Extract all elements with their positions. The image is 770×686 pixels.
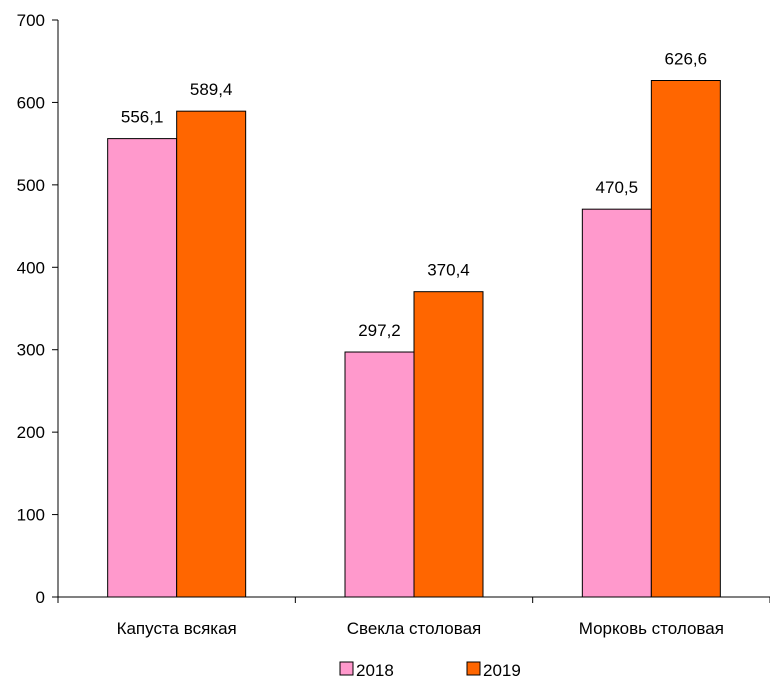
bar-2018-1 <box>344 351 415 598</box>
data-label: 370,4 <box>427 261 470 280</box>
data-label: 626,6 <box>665 50 708 69</box>
bars <box>107 80 721 598</box>
data-labels: 556,1 297,2 470,5 589,4 370,4 626,6 <box>121 50 707 341</box>
y-tick-label: 700 <box>17 11 45 30</box>
x-category-label: Капуста всякая <box>117 619 237 638</box>
y-tick-label: 300 <box>17 341 45 360</box>
y-tick-label: 500 <box>17 176 45 195</box>
legend: 2018 2019 <box>339 661 521 680</box>
bar-2019-2 <box>650 80 721 598</box>
y-tick-label: 200 <box>17 423 45 442</box>
legend-label: 2018 <box>356 661 394 680</box>
data-label: 470,5 <box>596 178 639 197</box>
data-label: 297,2 <box>358 321 401 340</box>
legend-swatch-2018 <box>339 661 354 676</box>
x-category-label: Морковь столовая <box>579 619 724 638</box>
y-tick-label: 600 <box>17 93 45 112</box>
axes: 0 100 200 300 400 500 600 700 Капуста всякая Свек… <box>17 11 770 638</box>
bar-2019-0 <box>176 110 247 598</box>
bar-2019-1 <box>413 291 484 598</box>
y-tick-label: 0 <box>36 588 45 607</box>
data-label: 589,4 <box>190 80 233 99</box>
x-category-label: Свекла столовая <box>347 619 482 638</box>
bar-2018-0 <box>107 138 178 598</box>
legend-label: 2019 <box>483 661 521 680</box>
data-label: 556,1 <box>121 108 164 127</box>
y-tick-label: 100 <box>17 506 45 525</box>
y-tick-label: 400 <box>17 258 45 277</box>
bar-2018-2 <box>581 208 652 598</box>
legend-swatch-2019 <box>466 661 481 676</box>
